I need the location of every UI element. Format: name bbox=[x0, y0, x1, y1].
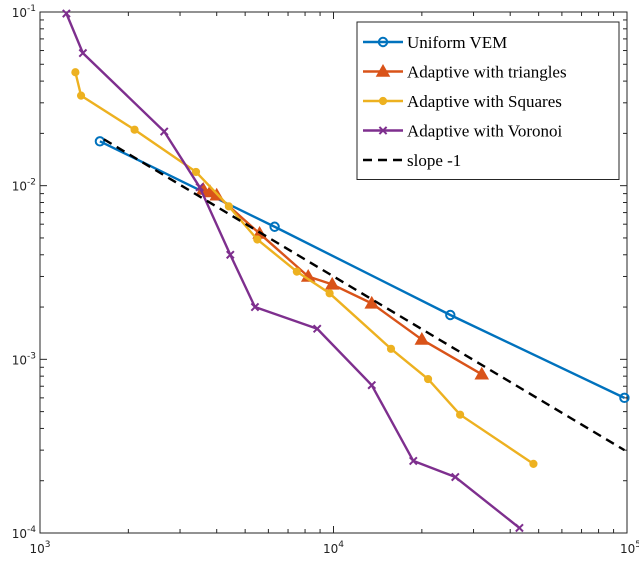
data-point bbox=[364, 295, 380, 309]
series-line bbox=[99, 140, 625, 399]
legend-label: Adaptive with triangles bbox=[407, 63, 567, 82]
legend-marker bbox=[378, 126, 388, 135]
x-stroke bbox=[408, 456, 418, 466]
series-layer bbox=[62, 9, 630, 533]
tick-base: 10 bbox=[12, 6, 27, 20]
data-point bbox=[195, 182, 204, 192]
legend-marker bbox=[378, 96, 388, 106]
tick-exponent: 5 bbox=[635, 540, 639, 550]
data-point bbox=[325, 289, 334, 298]
data-point bbox=[367, 380, 377, 390]
data-point bbox=[269, 221, 280, 232]
data-point bbox=[191, 167, 201, 177]
tick-exponent: -3 bbox=[27, 351, 36, 361]
tick-base: 10 bbox=[12, 180, 27, 194]
data-point bbox=[130, 125, 139, 134]
data-point bbox=[312, 324, 322, 334]
data-point bbox=[250, 302, 260, 312]
data-point bbox=[224, 202, 233, 211]
x-stroke bbox=[515, 523, 524, 533]
x-tick-label: 105 bbox=[620, 540, 639, 556]
series-4 bbox=[103, 138, 626, 452]
tick-base: 10 bbox=[12, 353, 27, 367]
data-point bbox=[529, 459, 538, 468]
series-2 bbox=[71, 68, 538, 468]
legend-label: Adaptive with Voronoi bbox=[407, 122, 562, 141]
series-line bbox=[103, 138, 626, 452]
tick-exponent: -2 bbox=[27, 178, 36, 188]
data-point bbox=[456, 410, 465, 419]
x-stroke bbox=[378, 126, 388, 135]
data-point bbox=[62, 9, 71, 18]
data-point bbox=[292, 267, 301, 276]
x-stroke bbox=[159, 127, 169, 136]
data-point bbox=[408, 456, 418, 466]
data-point bbox=[159, 127, 169, 136]
y-tick-label: 10-1 bbox=[12, 4, 36, 20]
data-point bbox=[71, 68, 80, 77]
x-tick-label: 104 bbox=[323, 540, 344, 556]
y-tick-label: 10-3 bbox=[12, 351, 36, 367]
data-point bbox=[225, 250, 235, 260]
legend-marker bbox=[377, 36, 389, 48]
tick-base: 10 bbox=[29, 542, 44, 556]
x-stroke bbox=[450, 472, 460, 482]
data-point bbox=[474, 366, 490, 380]
x-stroke bbox=[195, 182, 204, 192]
x-stroke bbox=[367, 380, 377, 390]
data-point bbox=[423, 374, 433, 384]
data-point bbox=[386, 344, 396, 353]
series-3 bbox=[62, 9, 524, 533]
tick-exponent: -4 bbox=[27, 525, 36, 535]
y-tick-label: 10-2 bbox=[12, 178, 36, 194]
data-point bbox=[324, 276, 340, 290]
legend-label: Adaptive with Squares bbox=[407, 92, 562, 111]
data-point bbox=[414, 332, 430, 345]
legend-label: Uniform VEM bbox=[407, 33, 507, 52]
data-point bbox=[515, 523, 524, 533]
series-line bbox=[74, 71, 535, 465]
x-stroke bbox=[78, 48, 88, 58]
tick-exponent: 3 bbox=[45, 540, 51, 550]
x-stroke bbox=[250, 302, 260, 312]
tick-exponent: 4 bbox=[338, 540, 344, 550]
data-point bbox=[450, 472, 460, 482]
data-point bbox=[619, 392, 630, 404]
series-0 bbox=[94, 136, 630, 404]
tick-base: 10 bbox=[12, 527, 27, 541]
x-stroke bbox=[312, 324, 322, 334]
x-stroke bbox=[225, 250, 235, 260]
data-point bbox=[78, 48, 88, 58]
x-tick-label: 103 bbox=[29, 540, 50, 556]
data-point bbox=[76, 91, 86, 100]
legend: Uniform VEM Adaptive with triangles Adapti… bbox=[356, 21, 620, 180]
data-point bbox=[94, 136, 106, 147]
y-tick-label: 10-4 bbox=[12, 525, 37, 541]
axis-ticks bbox=[39, 11, 628, 534]
legend-label: slope -1 bbox=[407, 151, 461, 170]
x-stroke bbox=[62, 9, 71, 18]
tick-exponent: -1 bbox=[27, 4, 36, 14]
data-point bbox=[253, 235, 262, 244]
legend-marker bbox=[375, 63, 391, 77]
tick-base: 10 bbox=[323, 542, 338, 556]
tick-base: 10 bbox=[620, 542, 635, 556]
data-point bbox=[445, 309, 456, 321]
